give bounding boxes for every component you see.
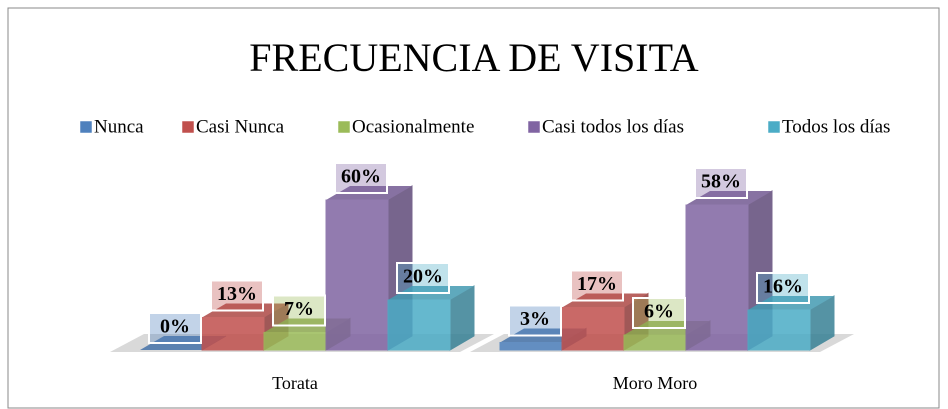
bar-front — [387, 299, 451, 351]
value-label: 3% — [520, 308, 550, 330]
value-label-box — [570, 269, 624, 302]
bar — [747, 295, 835, 351]
bar-front — [325, 199, 389, 351]
x-tick-label: Torata — [272, 373, 318, 393]
legend-label: Casi todos los días — [542, 116, 684, 137]
value-label: 0% — [160, 316, 190, 338]
legend-swatch — [79, 120, 93, 134]
legend-label: Ocasionalmente — [352, 116, 474, 137]
value-label: 13% — [217, 283, 257, 305]
bar-front — [499, 342, 563, 351]
value-label: 20% — [403, 266, 443, 288]
bar-front — [747, 309, 811, 351]
bar-front — [263, 332, 327, 351]
bar — [387, 285, 475, 351]
legend-label: Casi Nunca — [196, 116, 285, 137]
value-label: 6% — [644, 301, 674, 323]
value-label: 17% — [577, 273, 617, 295]
bar-front — [685, 204, 749, 351]
legend-swatch — [767, 120, 781, 134]
bar — [325, 185, 413, 351]
bar-front — [201, 317, 265, 351]
chart-title: FRECUENCIA DE VISITA — [249, 35, 699, 80]
value-label-box — [396, 262, 450, 294]
value-label-box — [632, 297, 686, 329]
x-tick-label: Moro Moro — [613, 373, 698, 393]
legend-swatch — [181, 120, 195, 134]
value-label: 58% — [701, 171, 741, 193]
legend-swatch — [527, 120, 541, 134]
legend-label: Todos los días — [782, 116, 890, 137]
bar-front — [561, 307, 625, 351]
legend-label: Nunca — [94, 116, 144, 137]
value-label: 16% — [763, 276, 803, 298]
legend-swatch — [337, 120, 351, 134]
value-label-box — [334, 162, 388, 194]
value-label-box — [148, 312, 202, 344]
value-label-box — [508, 304, 562, 337]
value-label-box — [756, 272, 810, 304]
value-label: 60% — [341, 166, 381, 188]
value-label-box — [272, 294, 326, 327]
value-label-box — [694, 167, 748, 199]
value-label-box — [210, 279, 264, 312]
value-label: 7% — [284, 298, 314, 320]
bar-front — [623, 334, 687, 351]
